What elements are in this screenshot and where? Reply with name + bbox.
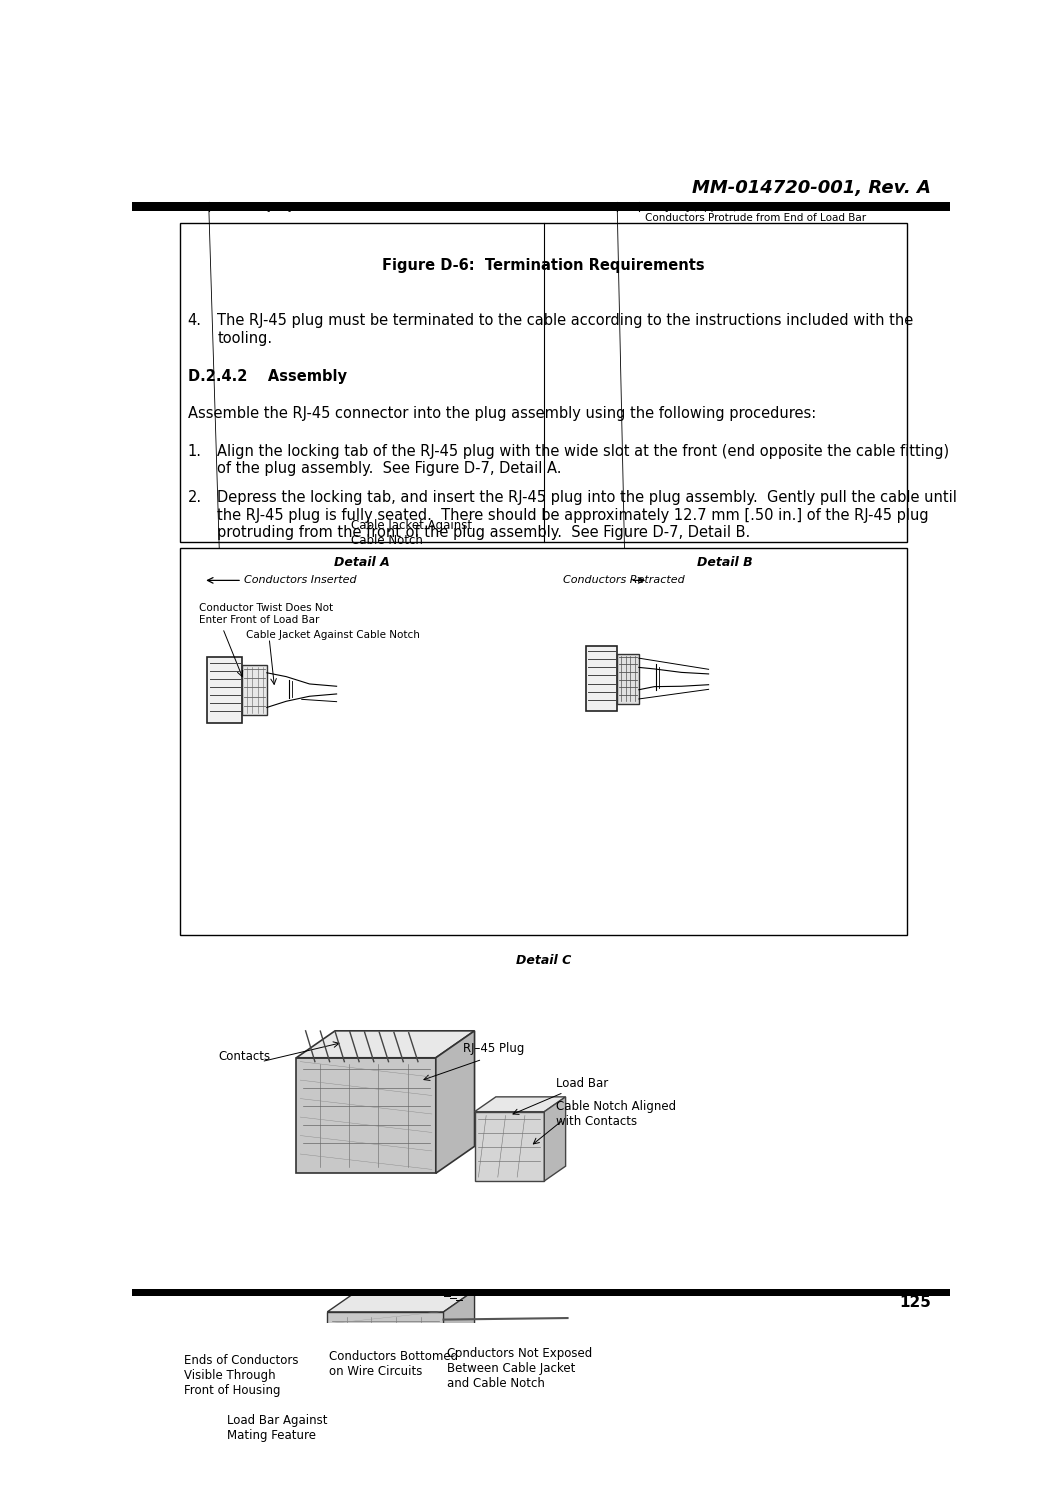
Text: Conductors Not Exposed
Between Cable Jacket
and Cable Notch: Conductors Not Exposed Between Cable Jac… xyxy=(448,1347,592,1389)
Bar xyxy=(242,1326,297,1337)
Polygon shape xyxy=(297,1030,474,1057)
Text: RJ–45 Plug: RJ–45 Plug xyxy=(463,1042,524,1056)
Text: Depress the locking tab, and insert the RJ-45 plug into the plug assembly.  Gent: Depress the locking tab, and insert the … xyxy=(218,491,957,540)
Text: Load Bar Against
Mating Feature: Load Bar Against Mating Feature xyxy=(227,1414,327,1442)
Text: MM-014720-001, Rev. A: MM-014720-001, Rev. A xyxy=(692,178,931,196)
Text: 125: 125 xyxy=(899,1295,931,1310)
Text: Cable Jacket Against Cable Notch: Cable Jacket Against Cable Notch xyxy=(246,630,420,641)
Text: Detail A: Detail A xyxy=(334,556,390,568)
Bar xyxy=(207,657,242,723)
Text: Figure D-6:  Termination Requirements: Figure D-6: Termination Requirements xyxy=(382,257,704,272)
Bar xyxy=(181,549,907,935)
Text: 2.: 2. xyxy=(188,491,202,506)
Text: Contacts: Contacts xyxy=(219,1050,271,1063)
Polygon shape xyxy=(327,1312,444,1413)
Text: Detail B: Detail B xyxy=(697,556,753,568)
Text: The RJ-45 plug must be terminated to the cable according to the instructions inc: The RJ-45 plug must be terminated to the… xyxy=(218,314,913,345)
Polygon shape xyxy=(297,1057,436,1173)
Bar xyxy=(242,665,267,715)
Text: Conductors Retracted: Conductors Retracted xyxy=(563,575,684,586)
Bar xyxy=(227,1335,312,1401)
Bar xyxy=(132,1289,950,1297)
Bar xyxy=(617,653,639,703)
Text: Conductors Bottomed
on Wire Circuits: Conductors Bottomed on Wire Circuits xyxy=(328,1350,458,1378)
Text: Assemble the RJ-45 connector into the plug assembly using the following procedur: Assemble the RJ-45 connector into the pl… xyxy=(188,406,816,421)
Text: 1.: 1. xyxy=(188,445,202,459)
Bar xyxy=(132,202,950,211)
Polygon shape xyxy=(444,1291,474,1413)
Polygon shape xyxy=(544,1097,566,1181)
Polygon shape xyxy=(474,1097,566,1112)
Text: Cable Jacket Against
Cable Notch: Cable Jacket Against Cable Notch xyxy=(351,519,472,547)
Text: 4.: 4. xyxy=(188,314,202,329)
Polygon shape xyxy=(436,1030,474,1173)
Text: Conductors Inserted: Conductors Inserted xyxy=(244,575,356,586)
Text: Detail C: Detail C xyxy=(516,953,571,967)
Text: 5.0 [2.0] Conductors Trimmed: 5.0 [2.0] Conductors Trimmed xyxy=(247,201,402,211)
Text: Align the locking tab of the RJ-45 plug with the wide slot at the front (end opp: Align the locking tab of the RJ-45 plug … xyxy=(218,445,949,476)
Text: Conductor Twist Does Not
Enter Front of Load Bar: Conductor Twist Does Not Enter Front of … xyxy=(200,604,334,625)
Bar xyxy=(181,223,907,541)
Text: Cable Notch Aligned
with Contacts: Cable Notch Aligned with Contacts xyxy=(555,1100,676,1129)
Bar xyxy=(586,645,617,711)
Polygon shape xyxy=(474,1112,544,1181)
Text: Load Bar: Load Bar xyxy=(555,1077,608,1090)
Text: 1.0 [.04] (Approx)
Conductors Protrude from End of Load Bar: 1.0 [.04] (Approx) Conductors Protrude f… xyxy=(645,202,866,223)
Text: Ends of Conductors
Visible Through
Front of Housing: Ends of Conductors Visible Through Front… xyxy=(184,1355,299,1398)
Text: D.2.4.2    Assembly: D.2.4.2 Assembly xyxy=(188,369,346,384)
Polygon shape xyxy=(327,1291,474,1312)
